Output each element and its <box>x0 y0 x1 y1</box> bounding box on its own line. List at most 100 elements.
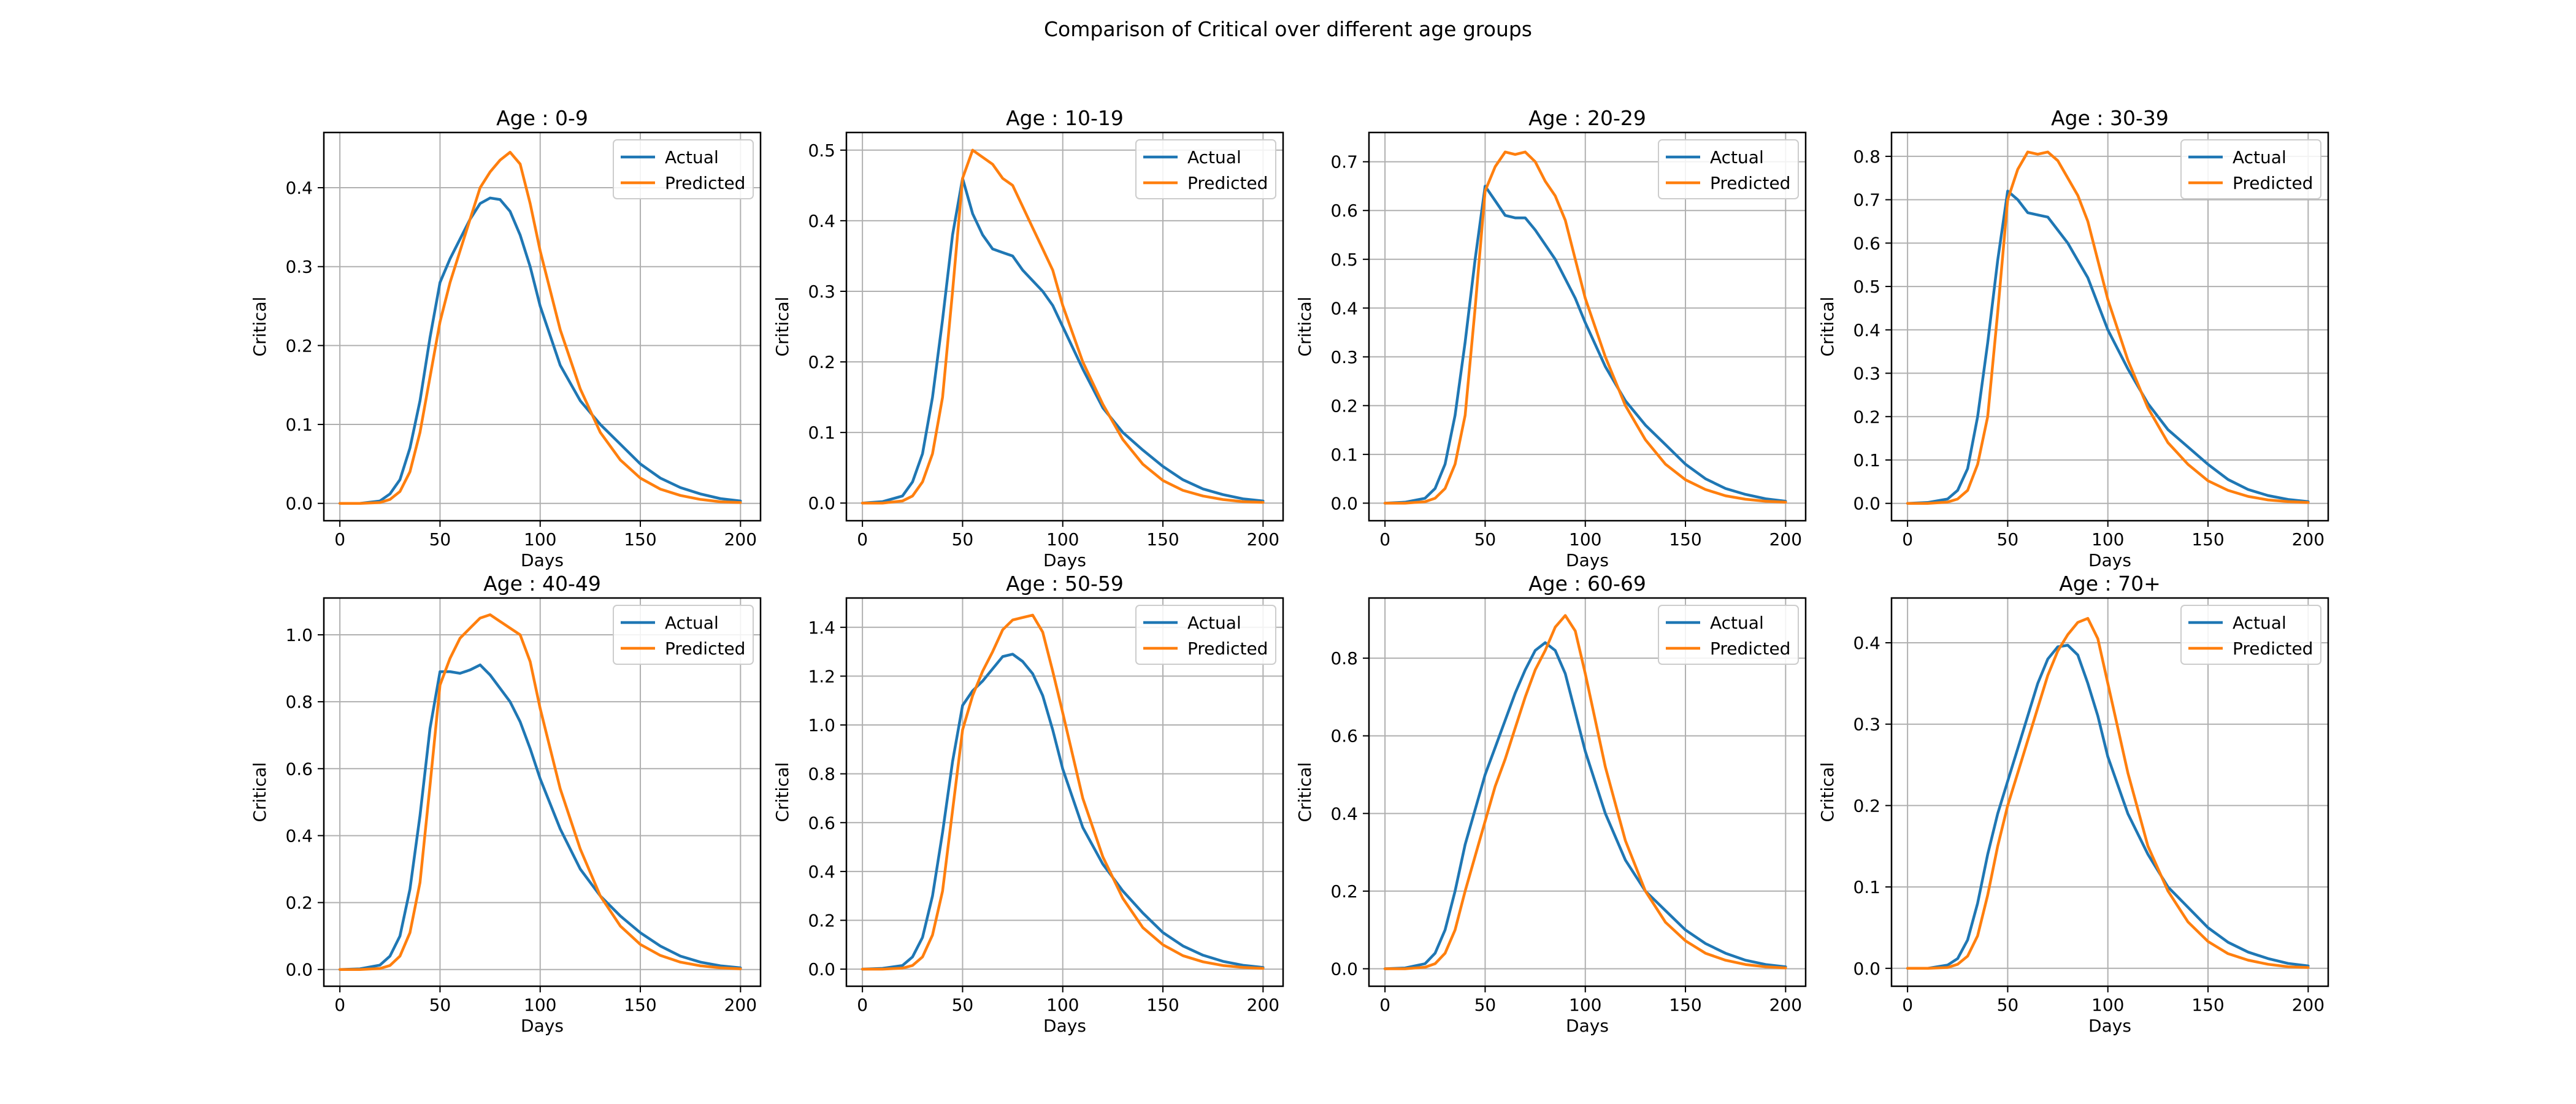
y-tick-label: 1.0 <box>285 625 313 645</box>
x-tick-label: 50 <box>429 529 451 550</box>
y-tick-label: 0.0 <box>1853 494 1880 514</box>
series-line-predicted <box>861 613 1265 971</box>
y-axis-label: Critical <box>772 297 792 357</box>
x-tick-label: 100 <box>2091 529 2124 550</box>
x-tick-label: 100 <box>2091 995 2124 1015</box>
legend-label-actual: Actual <box>1187 613 1241 633</box>
y-tick-label: 1.2 <box>808 666 835 686</box>
subplot-title: Age : 40-49 <box>483 572 601 596</box>
y-tick-label: 0.7 <box>1853 190 1880 210</box>
subplot-5: 0 50 100 150 200 0.0 0.2 0.4 0.6 0.8 1.0 Age : 40-4… <box>250 572 762 1036</box>
series-line-actual <box>1383 641 1787 970</box>
subplot-2: 0 50 100 150 200 0.0 0.1 0.2 0.3 0.4 0.5 Age : 10-1… <box>772 106 1284 570</box>
legend-label-predicted: Predicted <box>1187 173 1268 193</box>
x-tick-label: 200 <box>2292 995 2325 1015</box>
plot-frame <box>845 597 1284 987</box>
y-axis-label: Critical <box>250 297 270 357</box>
series-line-actual <box>1906 190 2310 505</box>
subplot-7: 0 50 100 150 200 0.0 0.2 0.4 0.6 0.8 Age : 60-69 Da… <box>1295 572 1807 1036</box>
x-axis-label: Days <box>521 550 564 570</box>
figure-title: Comparison of Critical over different ag… <box>1044 17 1532 41</box>
y-tick-label: 0.0 <box>285 960 313 980</box>
legend: Actual Predicted <box>1658 605 1799 665</box>
x-tick-label: 150 <box>1146 529 1179 550</box>
series-line-actual <box>338 196 742 505</box>
subplot-title: Age : 30-39 <box>2051 106 2169 130</box>
plot-frame <box>1890 131 2329 522</box>
subplot-8: 0 50 100 150 200 0.0 0.1 0.2 0.3 0.4 Age : 70+ Days… <box>1817 572 2329 1036</box>
legend-label-actual: Actual <box>2233 613 2287 633</box>
y-axis-label: Critical <box>250 762 270 822</box>
x-tick-label: 50 <box>1997 995 2019 1015</box>
y-axis-label: Critical <box>1295 762 1315 822</box>
plot-frame <box>1368 597 1807 987</box>
y-tick-label: 0.6 <box>808 813 835 833</box>
x-axis-label: Days <box>1566 1016 1609 1036</box>
y-tick-label: 0.2 <box>1853 407 1880 427</box>
series-line-actual <box>338 663 742 971</box>
x-tick-label: 200 <box>2292 529 2325 550</box>
y-tick-label: 0.4 <box>1330 298 1358 318</box>
x-tick-label: 100 <box>1046 995 1079 1015</box>
x-tick-label: 50 <box>1474 995 1497 1015</box>
legend-label-predicted: Predicted <box>1710 638 1790 659</box>
plot-frame <box>323 597 762 987</box>
x-tick-label: 0 <box>1379 529 1390 550</box>
y-tick-label: 0.0 <box>808 493 835 513</box>
y-tick-label: 0.2 <box>1853 795 1880 816</box>
subplot-title: Age : 70+ <box>2059 572 2161 596</box>
y-tick-label: 0.2 <box>1330 396 1358 416</box>
y-tick-label: 0.5 <box>1330 250 1358 270</box>
legend-label-actual: Actual <box>665 147 719 167</box>
x-tick-label: 150 <box>2191 995 2224 1015</box>
x-axis-label: Days <box>1043 1016 1086 1036</box>
series-line-predicted <box>1906 616 2310 970</box>
y-axis-label: Critical <box>1817 297 1838 357</box>
y-tick-label: 0.3 <box>1330 347 1358 367</box>
y-tick-label: 0.6 <box>1330 726 1358 746</box>
subplot-6: 0 50 100 150 200 0.0 0.2 0.4 0.6 0.8 1.0 1.2 1.4 Age … <box>772 572 1284 1036</box>
y-tick-label: 0.4 <box>1853 320 1880 340</box>
subplot-3: 0 50 100 150 200 0.0 0.1 0.2 0.3 0.4 0.5 0.6 0.7 Age … <box>1295 106 1807 570</box>
legend-label-predicted: Predicted <box>1710 173 1790 193</box>
series-line-actual <box>1906 643 2310 970</box>
x-tick-label: 200 <box>724 995 757 1015</box>
legend-label-predicted: Predicted <box>2233 638 2313 659</box>
y-tick-label: 0.3 <box>808 282 835 302</box>
series-line-predicted <box>1383 614 1787 970</box>
legend-label-actual: Actual <box>2233 147 2287 167</box>
x-tick-label: 200 <box>724 529 757 550</box>
y-axis-label: Critical <box>1295 297 1315 357</box>
series-line-predicted <box>338 150 742 505</box>
x-tick-label: 150 <box>1146 995 1179 1015</box>
x-tick-label: 50 <box>429 995 451 1015</box>
x-axis-label: Days <box>1566 550 1609 570</box>
y-tick-label: 0.4 <box>1330 803 1358 824</box>
y-tick-label: 0.4 <box>808 862 835 882</box>
x-tick-label: 50 <box>1474 529 1497 550</box>
y-tick-label: 0.3 <box>1853 715 1880 735</box>
x-tick-label: 150 <box>624 529 656 550</box>
y-tick-label: 0.7 <box>1330 152 1358 172</box>
legend-label-predicted: Predicted <box>665 638 745 659</box>
x-tick-label: 50 <box>952 529 974 550</box>
y-tick-label: 0.3 <box>285 257 313 277</box>
plot-frame <box>1368 131 1807 522</box>
y-tick-label: 0.8 <box>808 764 835 784</box>
legend: Actual Predicted <box>613 605 754 665</box>
subplot-4: 0 50 100 150 200 0.0 0.1 0.2 0.3 0.4 0.5 0.6 0.7 0.8 A… <box>1817 106 2329 570</box>
y-axis-label: Critical <box>772 762 792 822</box>
y-tick-label: 0.2 <box>1330 881 1358 902</box>
y-tick-label: 0.2 <box>808 352 835 372</box>
x-tick-label: 100 <box>524 529 556 550</box>
subplot-1: 0 50 100 150 200 0.0 0.1 0.2 0.3 0.4 Age : 0-9 Days… <box>250 106 762 570</box>
series-line-predicted <box>1906 150 2310 505</box>
y-tick-label: 0.1 <box>808 423 835 443</box>
y-axis-label: Critical <box>1817 762 1838 822</box>
plot-frame <box>1890 597 2329 987</box>
x-tick-label: 200 <box>1247 995 1279 1015</box>
y-tick-label: 0.0 <box>285 494 313 514</box>
legend-label-predicted: Predicted <box>2233 173 2313 193</box>
y-tick-label: 0.4 <box>1853 633 1880 653</box>
